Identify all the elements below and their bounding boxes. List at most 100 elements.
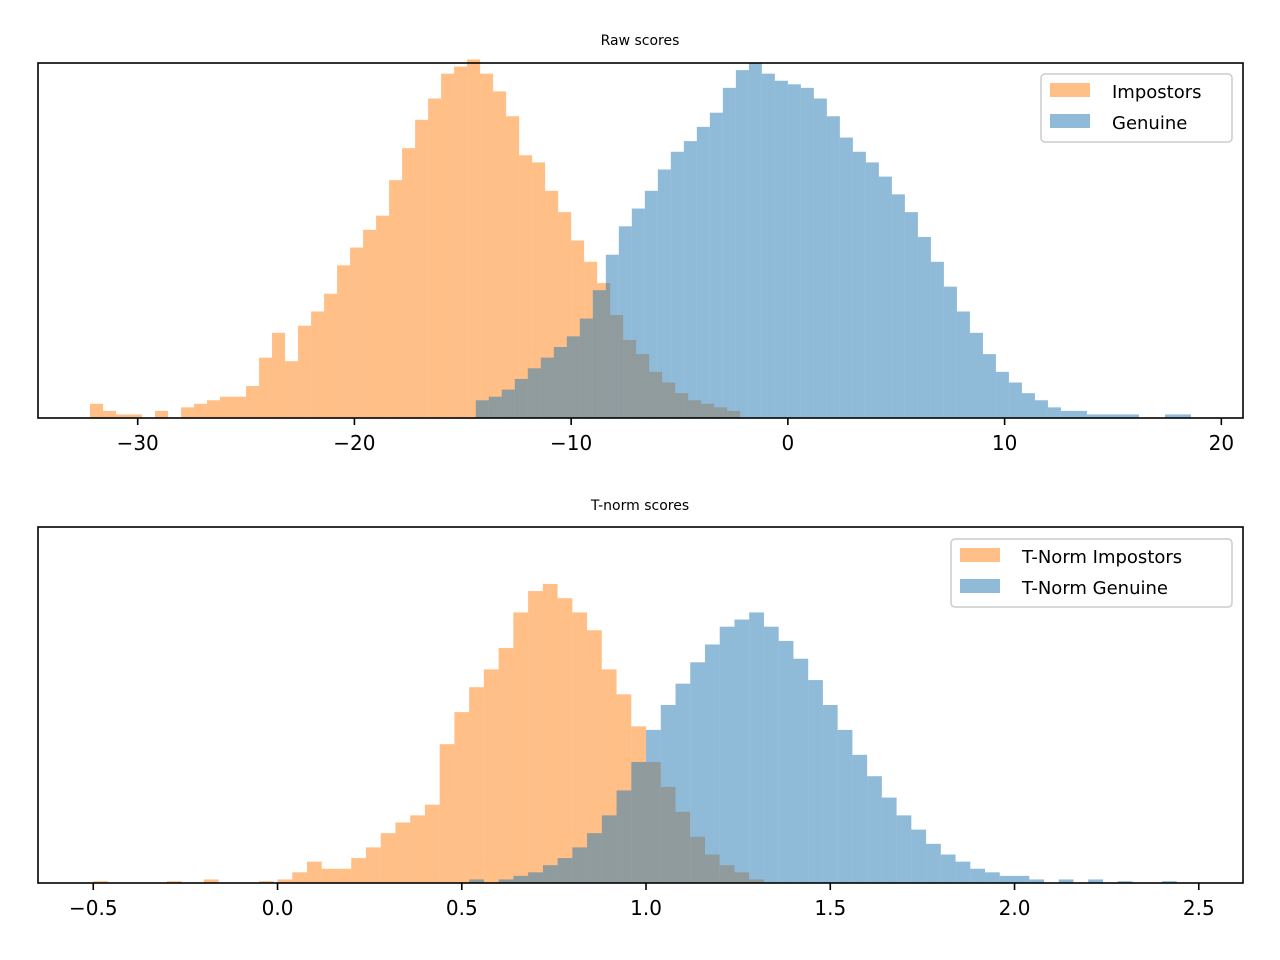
raw-scores-genuine-bar-46 (1073, 410, 1087, 418)
raw-scores-axes-frame (37, 62, 1244, 419)
tnorm-scores-genuine-bar-22 (808, 680, 823, 883)
raw-scores-impostor-bar-23 (415, 119, 429, 419)
tnorm-scores-genuine-bar-5 (557, 858, 573, 883)
raw-scores-legend-label-genuine: Genuine (1112, 113, 1187, 134)
raw-scores-genuine-bar-35 (930, 261, 944, 418)
raw-scores-x-tick-label-3: 0 (782, 431, 795, 455)
tnorm-scores-impostor-bar-23 (557, 598, 573, 883)
raw-scores-genuine-bar-30 (865, 162, 879, 418)
tnorm-scores-genuine-bar-37 (1029, 879, 1045, 883)
tnorm-scores-x-tick-label-6: 2.5 (1183, 896, 1215, 920)
raw-scores-genuine-bar-52 (1177, 414, 1191, 418)
tnorm-scores-genuine-bar-38 (1058, 879, 1074, 883)
tnorm-scores-genuine-bar-40 (1117, 881, 1133, 883)
raw-scores-genuine-bar-9 (592, 290, 606, 418)
raw-scores-genuine-bar-28 (839, 137, 853, 419)
tnorm-scores-genuine-bar-3 (528, 872, 543, 883)
raw-scores-impostor-bar-30 (506, 116, 520, 418)
tnorm-scores-impostor-bar-6 (307, 861, 322, 883)
raw-scores-genuine-bar-22 (761, 73, 775, 419)
raw-scores-x-tick-label-4: 10 (992, 431, 1017, 455)
tnorm-scores-genuine-bar-1 (498, 879, 514, 883)
raw-scores-impostor-bar-2 (116, 414, 130, 418)
tnorm-scores-genuine-bar-6 (572, 847, 588, 883)
raw-scores-impostor-bar-32 (532, 162, 546, 418)
raw-scores-impostor-bar-3 (129, 414, 143, 418)
raw-scores-x-ticks: −30 −20 −10 0 10 20 (117, 418, 1234, 455)
raw-scores-genuine-bar-25 (800, 87, 814, 418)
raw-scores-genuine-bar-1 (488, 396, 502, 418)
raw-scores-impostor-bar-5 (181, 407, 195, 418)
tnorm-scores-genuine-bar-4 (542, 865, 558, 883)
raw-scores-genuine-bar-16 (683, 141, 697, 418)
tnorm-scores-genuine-bar-13 (675, 683, 691, 883)
tnorm-scores-impostor-bar-19 (498, 648, 514, 883)
raw-scores-impostor-bar-18 (350, 247, 364, 418)
raw-scores-impostor-bar-28 (480, 73, 494, 419)
tnorm-scores-genuine-bar-23 (822, 705, 838, 883)
raw-scores-genuine-bar-45 (1060, 410, 1074, 418)
raw-scores-impostor-bar-15 (311, 311, 325, 418)
tnorm-scores-genuine-bar-21 (793, 658, 809, 883)
tnorm-scores-x-tick-label-3: 1.0 (630, 896, 662, 920)
tnorm-scores-x-tick-label-0: −0.5 (69, 896, 118, 920)
raw-scores-genuine-bar-51 (1164, 414, 1178, 418)
raw-scores-genuine-bar-50 (1125, 414, 1139, 418)
tnorm-scores-legend-label-genuine: T-Norm Genuine (1021, 578, 1168, 599)
raw-scores-genuine-bar-47 (1086, 414, 1100, 418)
raw-scores-impostor-bar-13 (285, 361, 299, 418)
raw-scores-genuine-bar-18 (709, 112, 723, 418)
tnorm-scores-legend-box (950, 538, 1233, 608)
tnorm-scores-genuine-bar-19 (763, 626, 779, 883)
raw-scores-impostor-bar-8 (220, 396, 234, 418)
raw-scores-legend-swatch-impostors (1050, 83, 1090, 97)
raw-scores-impostor-bar-10 (246, 386, 260, 418)
tnorm-scores-title: T-norm scores (590, 498, 689, 514)
tnorm-scores-impostor-bar-5 (292, 872, 308, 883)
tnorm-scores-genuine-bar-39 (1088, 879, 1103, 883)
tnorm-scores-genuine-bar-30 (926, 843, 941, 883)
tnorm-scores-genuine-bar-41 (1161, 881, 1177, 883)
raw-scores-genuine-bar-48 (1099, 414, 1113, 418)
raw-scores-impostor-bar-20 (376, 215, 390, 418)
raw-scores-impostor-bar-11 (259, 357, 273, 418)
tnorm-scores-genuine-bar-2 (513, 875, 529, 883)
tnorm-scores-genuine-bar-27 (881, 797, 897, 883)
raw-scores-impostor-bar-7 (207, 400, 221, 418)
tnorm-scores-impostor-bar-22 (542, 583, 558, 883)
raw-scores-genuine-bar-19 (722, 87, 736, 418)
tnorm-scores-genuine-bar-33 (970, 868, 986, 883)
raw-scores-bars (90, 59, 1191, 419)
raw-scores-genuine-bar-2 (501, 389, 515, 418)
tnorm-scores-genuine-bar-28 (896, 815, 912, 883)
raw-scores-impostor-bar-31 (519, 155, 533, 419)
raw-scores-genuine-bar-5 (540, 357, 554, 418)
tnorm-scores-genuine-bar-18 (749, 612, 764, 883)
tnorm-scores-genuine-bar-34 (985, 872, 1000, 883)
tnorm-scores-impostor-bar-16 (454, 712, 470, 883)
raw-scores-impostor-bar-1 (103, 410, 117, 418)
raw-scores-legend-label-impostors: Impostors (1112, 82, 1202, 103)
raw-scores-genuine-bar-40 (995, 371, 1009, 418)
tnorm-scores-x-tick-label-1: 0.0 (262, 896, 294, 920)
tnorm-scores-genuine-bar-16 (719, 626, 735, 883)
raw-scores-x-tick-label-5: 20 (1209, 431, 1234, 455)
raw-scores-genuine-bar-39 (982, 354, 996, 418)
tnorm-scores-x-tick-label-4: 1.5 (814, 896, 846, 920)
raw-scores-genuine-bar-7 (566, 336, 580, 418)
raw-scores-impostor-bar-21 (389, 180, 403, 418)
raw-scores-genuine-bar-8 (579, 318, 593, 418)
raw-scores-genuine-bar-3 (514, 378, 528, 418)
tnorm-scores-genuine-bar-32 (955, 861, 971, 883)
raw-scores-legend-swatch-genuine (1050, 114, 1090, 128)
raw-scores-impostor-bar-25 (441, 73, 455, 419)
tnorm-scores-impostor-bar-14 (424, 804, 440, 883)
tnorm-scores-genuine-bar-8 (601, 815, 617, 883)
tnorm-scores-genuine-bar-29 (911, 829, 927, 883)
tnorm-scores-genuine-bar-12 (660, 705, 676, 883)
tnorm-scores-impostor-bar-15 (439, 744, 455, 883)
tnorm-scores-genuine-bar-10 (631, 761, 647, 883)
raw-scores-genuine-bar-44 (1047, 407, 1061, 418)
tnorm-scores-impostor-bar-4 (277, 879, 293, 883)
